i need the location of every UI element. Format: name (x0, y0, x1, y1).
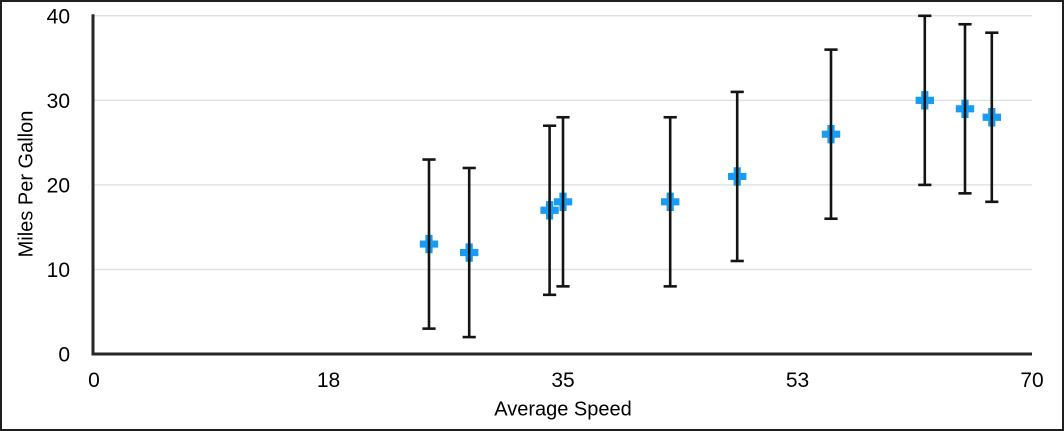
y-tick-label: 30 (47, 90, 70, 113)
y-tick-label: 10 (47, 259, 70, 282)
y-tick-label: 20 (47, 174, 70, 197)
x-tick-label: 53 (786, 369, 809, 392)
x-tick-label: 0 (88, 369, 100, 392)
x-axis-title: Average Speed (494, 398, 632, 421)
x-tick-label: 18 (317, 369, 340, 392)
y-tick-label: 0 (58, 344, 70, 367)
y-axis-title: Miles Per Gallon (15, 110, 38, 258)
x-tick-label: 35 (551, 369, 574, 392)
y-tick-label: 40 (47, 5, 70, 28)
x-tick-label: 70 (1020, 369, 1043, 392)
